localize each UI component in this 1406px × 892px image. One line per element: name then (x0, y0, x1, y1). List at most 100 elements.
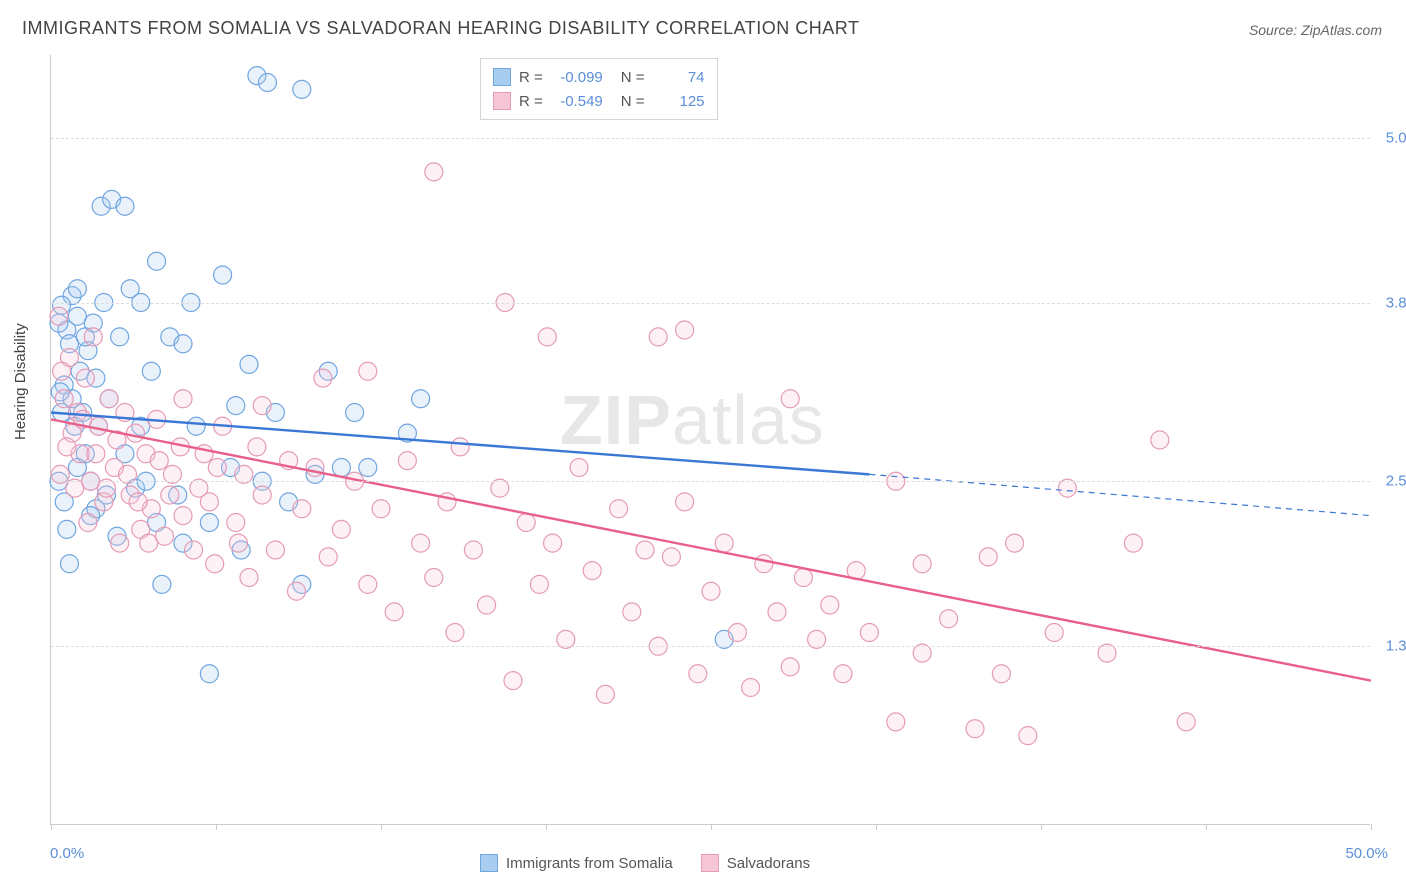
legend-stats-row: R =-0.549N =125 (493, 89, 705, 113)
legend-swatch (493, 68, 511, 86)
scatter-point (346, 404, 364, 422)
scatter-point (636, 541, 654, 559)
scatter-point (412, 534, 430, 552)
scatter-point (53, 362, 71, 380)
scatter-point (240, 569, 258, 587)
scatter-point (129, 493, 147, 511)
y-tick-label: 5.0% (1375, 129, 1406, 146)
r-value: -0.549 (551, 93, 603, 110)
scatter-point (662, 548, 680, 566)
x-tick (711, 824, 712, 830)
source-attribution: Source: ZipAtlas.com (1249, 22, 1382, 38)
n-value: 125 (653, 93, 705, 110)
scatter-point (1019, 727, 1037, 745)
legend-stats-row: R = -0.099 N = 74 (493, 65, 705, 89)
scatter-point (84, 328, 102, 346)
gridline (51, 303, 1370, 304)
scatter-point (288, 582, 306, 600)
x-tick (1206, 824, 1207, 830)
scatter-point (715, 534, 733, 552)
scatter-point (676, 493, 694, 511)
scatter-point (174, 507, 192, 525)
scatter-point (200, 514, 218, 532)
scatter-point (240, 355, 258, 373)
chart-title: IMMIGRANTS FROM SOMALIA VS SALVADORAN HE… (22, 18, 859, 39)
scatter-point (153, 575, 171, 593)
scatter-point (58, 438, 76, 456)
scatter-point (412, 390, 430, 408)
scatter-point (187, 417, 205, 435)
scatter-point (742, 679, 760, 697)
plot-area: 1.3%2.5%3.8%5.0% (50, 55, 1370, 825)
scatter-point (79, 514, 97, 532)
legend-swatch (493, 92, 511, 110)
scatter-point (425, 163, 443, 181)
scatter-point (860, 624, 878, 642)
x-tick (51, 824, 52, 830)
scatter-point (768, 603, 786, 621)
r-value: -0.099 (551, 69, 603, 86)
x-axis-max: 50.0% (1345, 845, 1388, 862)
chart-svg (51, 55, 1370, 824)
y-tick-label: 3.8% (1375, 294, 1406, 311)
scatter-point (966, 720, 984, 738)
legend-stats: R = -0.099 N = 74R = -0.549 N = 125 (480, 58, 718, 120)
scatter-point (610, 500, 628, 518)
scatter-point (55, 390, 73, 408)
scatter-point (913, 555, 931, 573)
scatter-point (794, 569, 812, 587)
n-label: N = (621, 93, 645, 110)
scatter-point (887, 713, 905, 731)
scatter-point (293, 500, 311, 518)
gridline (51, 481, 1370, 482)
y-tick-label: 2.5% (1375, 473, 1406, 490)
scatter-point (50, 307, 68, 325)
x-tick (1371, 824, 1372, 830)
x-tick (876, 824, 877, 830)
legend-swatch (480, 854, 498, 872)
scatter-point (1151, 431, 1169, 449)
scatter-point (834, 665, 852, 683)
scatter-point (214, 266, 232, 284)
scatter-point (359, 459, 377, 477)
scatter-point (248, 438, 266, 456)
n-label: N = (621, 69, 645, 86)
scatter-point (781, 390, 799, 408)
y-axis-label: Hearing Disability (12, 323, 29, 440)
scatter-point (596, 685, 614, 703)
scatter-point (140, 534, 158, 552)
scatter-point (266, 541, 284, 559)
scatter-point (992, 665, 1010, 683)
scatter-point (821, 596, 839, 614)
scatter-point (728, 624, 746, 642)
legend-series-label: Salvadorans (727, 855, 810, 872)
scatter-point (60, 555, 78, 573)
scatter-point (148, 252, 166, 270)
scatter-point (206, 555, 224, 573)
scatter-point (755, 555, 773, 573)
scatter-point (359, 575, 377, 593)
scatter-point (702, 582, 720, 600)
scatter-point (504, 672, 522, 690)
scatter-point (116, 197, 134, 215)
scatter-point (385, 603, 403, 621)
scatter-point (623, 603, 641, 621)
scatter-point (649, 328, 667, 346)
scatter-point (464, 541, 482, 559)
x-tick (546, 824, 547, 830)
scatter-point (538, 328, 556, 346)
scatter-point (583, 562, 601, 580)
scatter-point (425, 569, 443, 587)
scatter-point (332, 520, 350, 538)
scatter-point (174, 390, 192, 408)
gridline (51, 138, 1370, 139)
legend-series-item: Salvadorans (701, 854, 810, 872)
scatter-point (293, 80, 311, 98)
n-value: 74 (653, 69, 705, 86)
scatter-point (253, 486, 271, 504)
scatter-point (314, 369, 332, 387)
r-label: R = (519, 69, 543, 86)
scatter-point (359, 362, 377, 380)
scatter-point (398, 452, 416, 470)
scatter-point (689, 665, 707, 683)
